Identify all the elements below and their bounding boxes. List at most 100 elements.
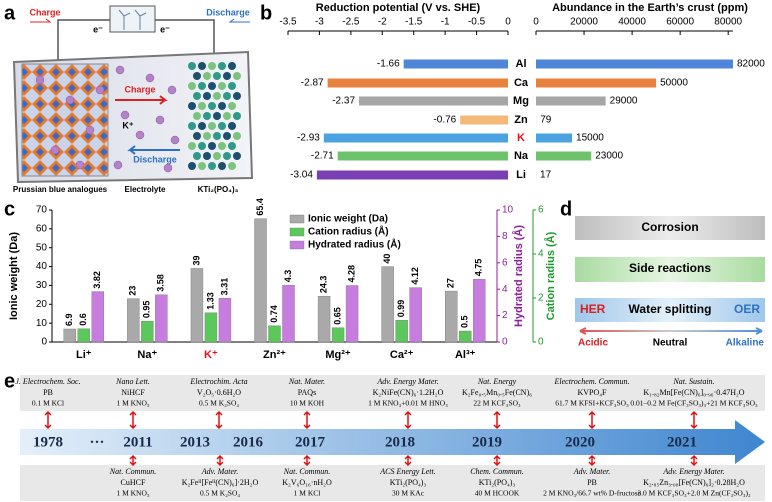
value-label: 40: [382, 254, 392, 264]
bar: [536, 78, 657, 88]
ion: [35, 75, 45, 85]
atom: [228, 142, 236, 150]
y-tick-label: 2: [502, 310, 508, 321]
atom: [233, 112, 241, 120]
value-label: 82000: [737, 59, 765, 70]
bar: [141, 320, 154, 343]
red-arrow: [690, 410, 698, 430]
atom: [193, 152, 201, 160]
electrolyte: 2 M KNO₃/66.7 wt% D-fructose: [543, 489, 641, 498]
red-arrow: [588, 410, 596, 430]
axis-title: Reduction potential (V vs. SHE): [316, 2, 481, 14]
axis-title: Hydrated radius (Å): [512, 225, 525, 327]
bar: [536, 59, 733, 69]
value-label: 3.31: [219, 278, 229, 296]
atom: [218, 82, 226, 90]
atom: [198, 102, 206, 110]
atom: [208, 82, 216, 90]
atom: [208, 102, 216, 110]
category-label: Mg: [513, 95, 529, 107]
value-label: 50000: [660, 78, 688, 89]
value-label: 79: [540, 115, 552, 126]
year-label: 2018: [385, 434, 415, 450]
value-label: 1.33: [205, 292, 215, 310]
atom: [228, 102, 236, 110]
value-label: 0.99: [396, 300, 406, 318]
value-label: 6.9: [64, 313, 74, 326]
atom: [203, 92, 211, 100]
year-label: 2021: [667, 434, 697, 450]
atom: [188, 82, 196, 90]
ion: [155, 115, 165, 125]
bar: [316, 170, 508, 180]
bar: [268, 325, 281, 343]
category-label: Na: [514, 150, 529, 162]
electrolyte: 1 M KNO₃: [116, 399, 149, 408]
axis-title: Abundance in the Earth’s crust (ppm): [552, 2, 748, 14]
atom: [213, 132, 221, 140]
atom: [208, 142, 216, 150]
legend-swatch: [289, 227, 305, 237]
bar: [409, 287, 422, 343]
red-arrow: [303, 410, 311, 430]
panel-label: c: [4, 198, 15, 220]
charge-label: Charge: [29, 7, 60, 17]
power-box: [109, 5, 156, 33]
material: PB: [43, 388, 53, 397]
axis-title: Ionic weight (Da): [8, 232, 20, 320]
atom: [233, 92, 241, 100]
ion: [115, 65, 125, 75]
journal: Chem. Commun.: [470, 467, 524, 476]
atom: [223, 92, 231, 100]
red-arrow: [216, 454, 224, 467]
electrolyte: 0.5 M K₂SO₄: [199, 399, 239, 408]
x-tick-label: 80000: [714, 17, 742, 28]
ion: [167, 85, 177, 95]
arrow: [30, 18, 52, 23]
x-tick-label: -2.5: [342, 17, 360, 28]
bar: [77, 328, 90, 343]
material: K₂V₆O₁₆·nH₂O: [282, 478, 332, 487]
arrow: [228, 18, 250, 23]
ph-label: Acidic: [578, 338, 608, 349]
atom: [198, 122, 206, 130]
bar: [403, 59, 508, 69]
legend-swatch: [289, 240, 305, 250]
value-label: 23000: [595, 151, 623, 162]
value-label: 23: [128, 286, 138, 296]
y-tick-label: 60: [36, 223, 48, 234]
material: KTi₂(PO₄)₃: [479, 478, 516, 487]
electron-label: e⁻: [93, 24, 103, 34]
red-arrow: [303, 454, 311, 467]
value-label: -2.37: [332, 96, 355, 107]
year-label: 2011: [123, 434, 152, 450]
bar: [381, 266, 394, 343]
material: K₂Feᴵᴵ[Feᴵᴵ(CN)₆]·2H₂O: [182, 478, 259, 487]
atom: [203, 132, 211, 140]
journal: Nat. Sustain.: [672, 377, 714, 386]
y-tick-label: 70: [36, 205, 48, 216]
wire: [57, 19, 215, 60]
atom: [223, 132, 231, 140]
bar-label: Corrosion: [641, 220, 698, 234]
ph-arrow: [579, 327, 763, 335]
x-tick-label: Na⁺: [137, 349, 157, 361]
journal: Electrochim. Acta: [189, 377, 247, 386]
journal: Electrochem. Commun.: [553, 377, 629, 386]
panel-label: b: [260, 2, 272, 24]
atom: [218, 122, 226, 130]
x-tick-label: -1.5: [405, 17, 423, 28]
charge-label: Charge: [124, 84, 155, 94]
bar: [218, 298, 232, 343]
material: PB: [587, 478, 597, 487]
ion: [113, 160, 123, 170]
atom: [193, 132, 201, 140]
bar: [536, 133, 573, 143]
bar: [459, 330, 472, 343]
year-label: ···: [89, 434, 104, 450]
atom: [218, 102, 226, 110]
timeline-arrow: [20, 420, 765, 464]
anode-label: Prussian blue analogues: [13, 185, 108, 194]
y-tick-label: 0: [502, 337, 508, 348]
